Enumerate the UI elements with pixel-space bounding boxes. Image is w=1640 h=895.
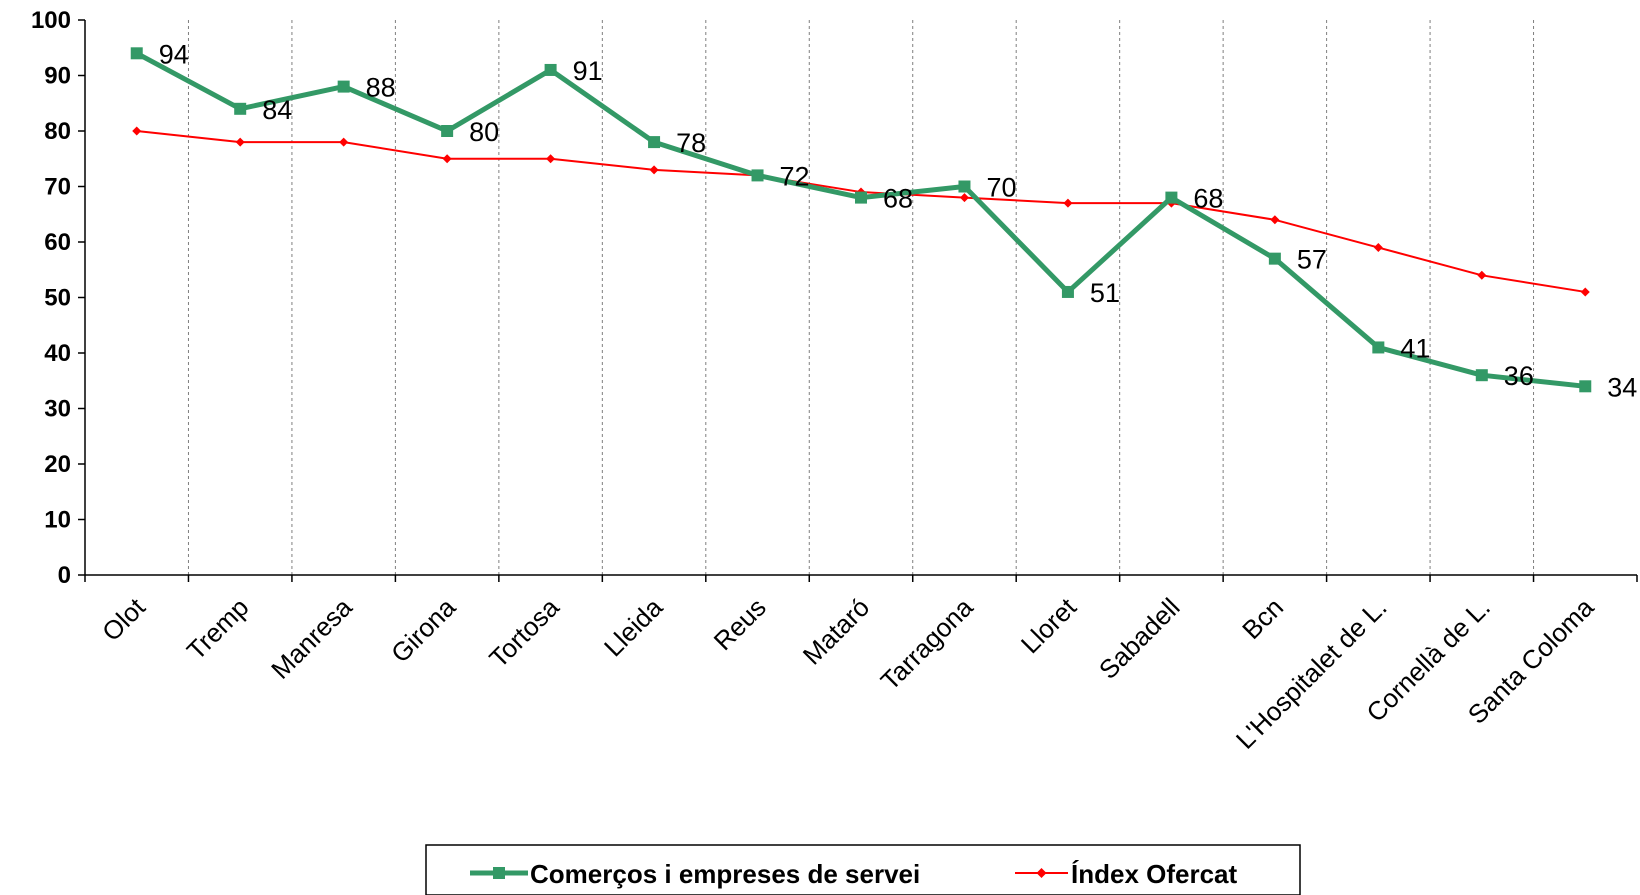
data-label: 70 (986, 173, 1016, 203)
data-label: 51 (1090, 278, 1120, 308)
legend-label-series-2: Índex Ofercat (1071, 859, 1238, 889)
axes (78, 19, 1638, 582)
series-2-marker (959, 193, 969, 203)
legend-label-series-1: Comerços i empreses de servei (530, 859, 920, 889)
legend: Comerços i empreses de servei Índex Ofer… (425, 844, 1301, 895)
series-1-marker (1372, 341, 1385, 354)
data-label: 68 (883, 184, 913, 214)
y-tick-label: 40 (44, 340, 71, 367)
data-label: 88 (366, 73, 396, 103)
x-category-label: Manresa (265, 592, 358, 685)
y-tick-label: 60 (44, 229, 71, 256)
y-tick-label: 90 (44, 63, 71, 90)
series-line-1 (135, 51, 1586, 389)
series-1-marker (544, 63, 557, 76)
data-label: 91 (573, 56, 603, 86)
series-1-marker (1165, 191, 1178, 204)
data-label: 57 (1297, 245, 1327, 275)
series-2-marker (1477, 270, 1487, 280)
series-2-marker (339, 137, 349, 147)
series-1-marker (337, 80, 350, 93)
series-1-marker (234, 102, 247, 115)
series-2-marker (1270, 215, 1280, 225)
x-category-label: Reus (708, 592, 772, 656)
series-1-marker (1579, 380, 1592, 393)
legend-marker-diamond (1036, 868, 1047, 878)
series-1-marker (958, 180, 971, 193)
data-label: 36 (1504, 361, 1534, 391)
series-2-marker (442, 154, 452, 164)
data-label: 94 (159, 39, 189, 69)
x-category-label: Tortosa (483, 592, 565, 674)
series-1-marker (751, 169, 764, 182)
x-category-label: Girona (385, 592, 462, 669)
legend-marker-square (493, 867, 505, 879)
x-category-label: Tremp (181, 592, 255, 666)
data-labels: 94 84 88 80 91 78 72 68 70 51 68 57 41 36 34 (159, 39, 1638, 402)
series-1-marker (1061, 285, 1074, 298)
y-tick-label: 0 (58, 562, 71, 589)
data-label: 41 (1400, 333, 1430, 363)
series-1-marker (441, 125, 454, 137)
data-label: 34 (1607, 372, 1637, 402)
series-2-marker (1063, 198, 1073, 208)
series-1-marker (130, 47, 143, 60)
series-2-marker (132, 126, 142, 136)
y-tick-label: 20 (44, 451, 71, 478)
y-tick-label: 70 (44, 174, 71, 201)
y-tick-label: 50 (44, 285, 71, 312)
data-label: 80 (469, 117, 499, 147)
series-1-marker (1268, 252, 1281, 265)
data-label: 84 (262, 95, 292, 125)
series-line-2 (136, 130, 1586, 293)
series-2-marker (235, 137, 245, 147)
y-tick-label: 30 (44, 396, 71, 423)
data-label: 68 (1193, 184, 1223, 214)
gridlines (187, 20, 1535, 575)
data-label: 72 (780, 161, 810, 191)
x-category-label: Sabadell (1093, 592, 1186, 685)
series-2-marker (649, 165, 659, 175)
series-1-marker (1475, 369, 1488, 382)
series-2-marker (546, 154, 556, 164)
data-label: 78 (676, 128, 706, 158)
series-1-marker (648, 136, 661, 149)
x-category-label: Lloret (1015, 591, 1083, 659)
series-2-marker (1373, 243, 1383, 253)
x-category-label: Lleida (598, 592, 669, 663)
x-category-label: Olot (96, 591, 151, 646)
y-tick-label: 80 (44, 118, 71, 145)
x-category-label: Bcn (1236, 592, 1289, 645)
series-1-marker (855, 191, 867, 204)
legend-box (425, 844, 1301, 895)
x-category-label: Tarragona (875, 592, 979, 696)
series-2-marker (1580, 287, 1590, 297)
series-group (130, 47, 1592, 393)
y-axis-tick-labels: 0 10 20 30 40 50 60 70 80 90 100 (31, 7, 71, 589)
y-tick-label: 10 (44, 507, 71, 534)
x-axis-category-labels: Olot Tremp Manresa Girona Tortosa Lleida Reus M… (96, 591, 1600, 754)
x-category-label: Mataró (797, 592, 875, 670)
y-tick-label: 100 (31, 7, 71, 34)
